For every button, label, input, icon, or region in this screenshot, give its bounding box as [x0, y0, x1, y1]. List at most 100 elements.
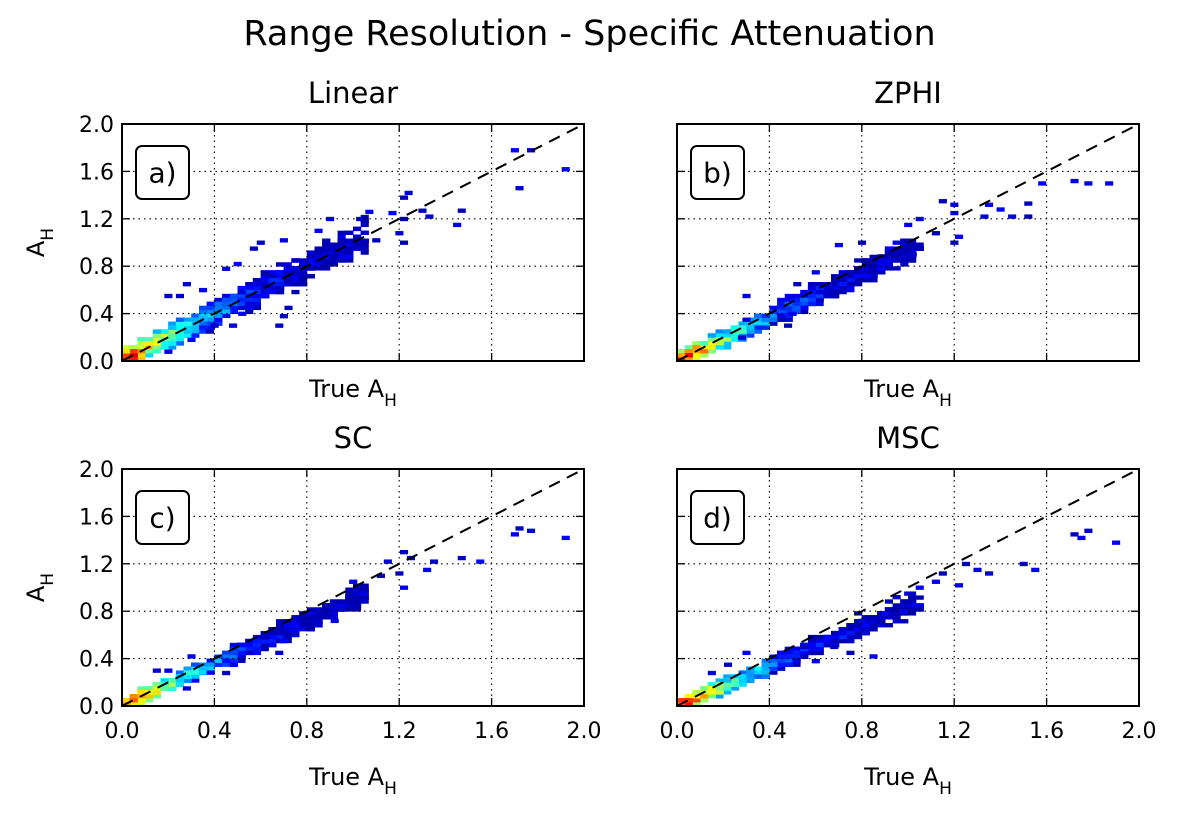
heatmap-cell: [800, 289, 809, 295]
heatmap-cell: [191, 674, 200, 679]
heatmap-cell: [360, 222, 369, 228]
heatmap-cell: [900, 242, 909, 247]
x-tick-label: 0.4: [197, 719, 232, 744]
heatmap-cell: [252, 650, 261, 656]
outlier-cell: [399, 585, 409, 590]
heatmap-cell: [738, 678, 747, 683]
heatmap-cell: [306, 615, 315, 620]
heatmap-cell: [137, 702, 146, 707]
heatmap-cell: [306, 623, 315, 628]
outlier-cell: [985, 571, 994, 576]
outlier-cell: [233, 261, 242, 267]
heatmap-cell: [260, 642, 269, 648]
heatmap-cell: [345, 230, 354, 235]
outlier-cell: [210, 323, 219, 328]
x-axis-label: True AH: [863, 375, 952, 411]
heatmap-cell: [314, 615, 323, 620]
heatmap-cell: [723, 690, 732, 695]
heatmap-cell: [145, 349, 154, 354]
heatmap-cell: [345, 238, 354, 243]
outlier-cell: [418, 208, 427, 213]
heatmap-cell: [815, 638, 824, 644]
x-tick-label: 0.8: [289, 719, 324, 744]
heatmap-cell: [800, 297, 809, 303]
heatmap-cell: [191, 333, 200, 338]
outlier-cell: [175, 293, 184, 299]
heatmap-cell: [723, 686, 732, 691]
heatmap-cell: [276, 285, 285, 291]
heatmap-cell: [276, 274, 285, 279]
heatmap-cell: [730, 682, 739, 687]
heatmap-cell: [900, 599, 909, 604]
heatmap-cell: [137, 345, 146, 350]
outlier-cell: [885, 246, 894, 251]
heatmap-cell: [145, 341, 154, 346]
outlier-cell: [515, 186, 524, 191]
heatmap-cell: [769, 662, 778, 667]
heatmap-cell: [322, 266, 331, 271]
outlier-cell: [365, 209, 374, 215]
outlier-cell: [404, 190, 413, 196]
heatmap-cell: [800, 309, 809, 314]
outlier-cell: [395, 231, 404, 236]
x-tick-label: 2.0: [1122, 719, 1157, 744]
heatmap-cell: [306, 607, 315, 612]
heatmap-cell: [160, 345, 169, 350]
heatmap-cell: [260, 646, 269, 652]
heatmap-cell: [206, 658, 215, 663]
heatmap-cell: [145, 694, 154, 699]
heatmap-cell: [222, 301, 231, 307]
heatmap-cell: [754, 666, 763, 671]
heatmap-cell: [229, 309, 238, 314]
heatmap-cell: [792, 658, 801, 663]
heatmap-cell: [900, 254, 909, 259]
y-tick-label: 1.6: [79, 505, 114, 530]
figure-title: Range Resolution - Specific Attenuation: [243, 14, 936, 54]
heatmap-cell: [846, 270, 855, 275]
heatmap-cell: [299, 623, 308, 628]
subplot-title: MSC: [876, 421, 940, 455]
outlier-cell: [372, 238, 381, 243]
heatmap-cell: [306, 274, 315, 279]
heatmap-cell: [353, 246, 362, 251]
outlier-cell: [182, 686, 191, 691]
heatmap-cell: [707, 682, 716, 687]
heatmap-cell: [908, 607, 917, 612]
outlier-cell: [337, 234, 346, 239]
heatmap-cell: [222, 654, 231, 659]
heatmap-cell: [831, 274, 840, 279]
outlier-cell: [723, 662, 733, 667]
heatmap-cell: [291, 270, 300, 275]
heatmap-cell: [707, 333, 716, 338]
heatmap-cell: [360, 242, 369, 247]
heatmap-cell: [777, 309, 786, 314]
heatmap-cell: [738, 321, 747, 326]
heatmap-cell: [800, 650, 809, 656]
heatmap-cell: [237, 646, 246, 652]
heatmap-cell: [360, 230, 369, 235]
heatmap-cell: [353, 591, 362, 596]
y-tick-label: 1.2: [79, 553, 114, 578]
heatmap-cell: [291, 615, 300, 620]
outlier-cell: [561, 167, 570, 172]
outlier-cell: [182, 282, 191, 287]
heatmap-cell: [329, 615, 338, 620]
heatmap-cell: [206, 666, 215, 671]
heatmap-cell: [337, 254, 346, 259]
outlier-cell: [356, 216, 365, 222]
heatmap-cell: [884, 599, 893, 604]
heatmap-cell: [306, 627, 315, 632]
heatmap-cell: [915, 595, 924, 600]
subplot-4: 0.0 0.4 0.8 1.2 1.6 2.0 MSC True AH d): [660, 421, 1157, 799]
x-tick-label: 2.0: [567, 719, 602, 744]
heatmap-cell: [299, 270, 308, 275]
heatmap-cell: [784, 297, 793, 303]
outlier-cell: [453, 222, 462, 228]
heatmap-cell: [761, 325, 770, 330]
heatmap-cell: [754, 313, 763, 318]
outlier-cell: [823, 293, 832, 299]
heatmap-cell: [168, 337, 177, 342]
heatmap-cell: [908, 242, 917, 247]
heatmap-cell: [137, 686, 146, 691]
heatmap-cell: [299, 278, 308, 283]
